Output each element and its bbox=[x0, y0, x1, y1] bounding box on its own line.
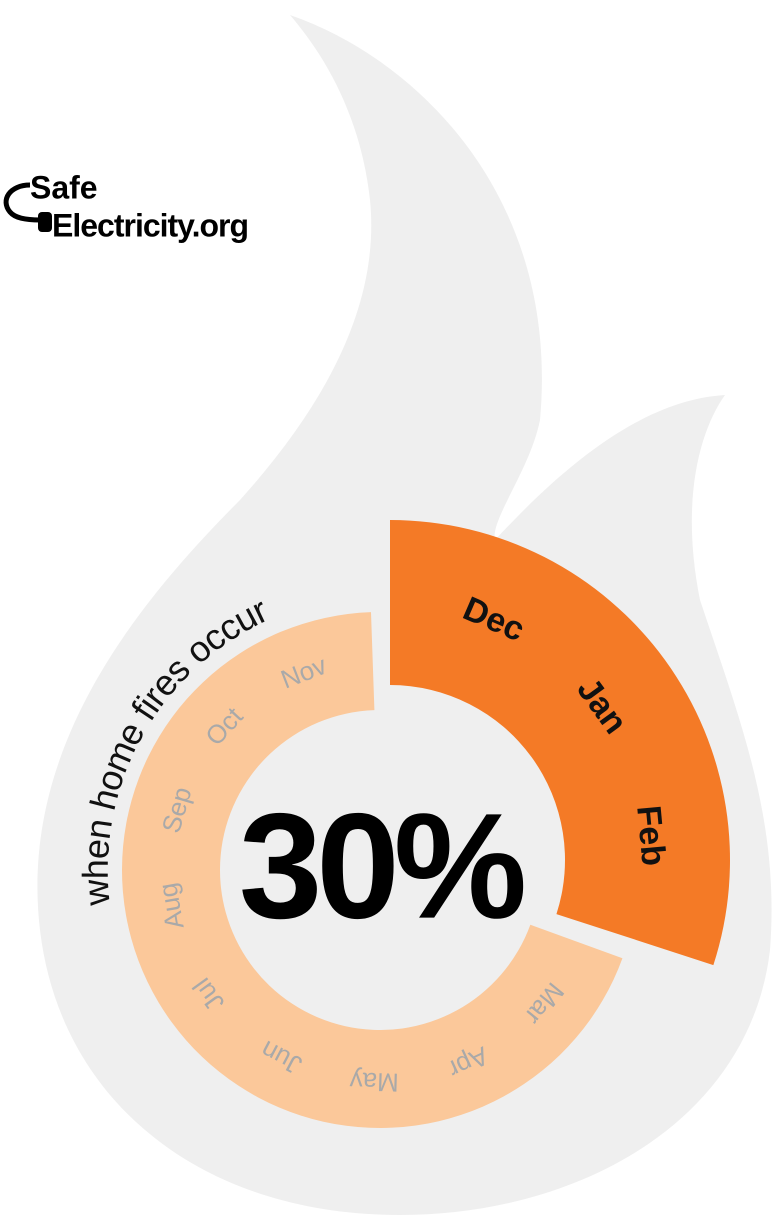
plug-head bbox=[38, 212, 52, 232]
donut-segment bbox=[390, 520, 730, 966]
plug-icon bbox=[3, 182, 41, 223]
logo-line2: Electricity.org bbox=[52, 207, 248, 243]
logo: Safe Electricity.org bbox=[3, 169, 249, 243]
month-label: Feb bbox=[629, 804, 672, 868]
center-value: 30% bbox=[239, 782, 524, 950]
month-label: May bbox=[349, 1066, 399, 1097]
donut-segment bbox=[121, 612, 623, 1128]
logo-line1: Safe bbox=[30, 169, 98, 205]
